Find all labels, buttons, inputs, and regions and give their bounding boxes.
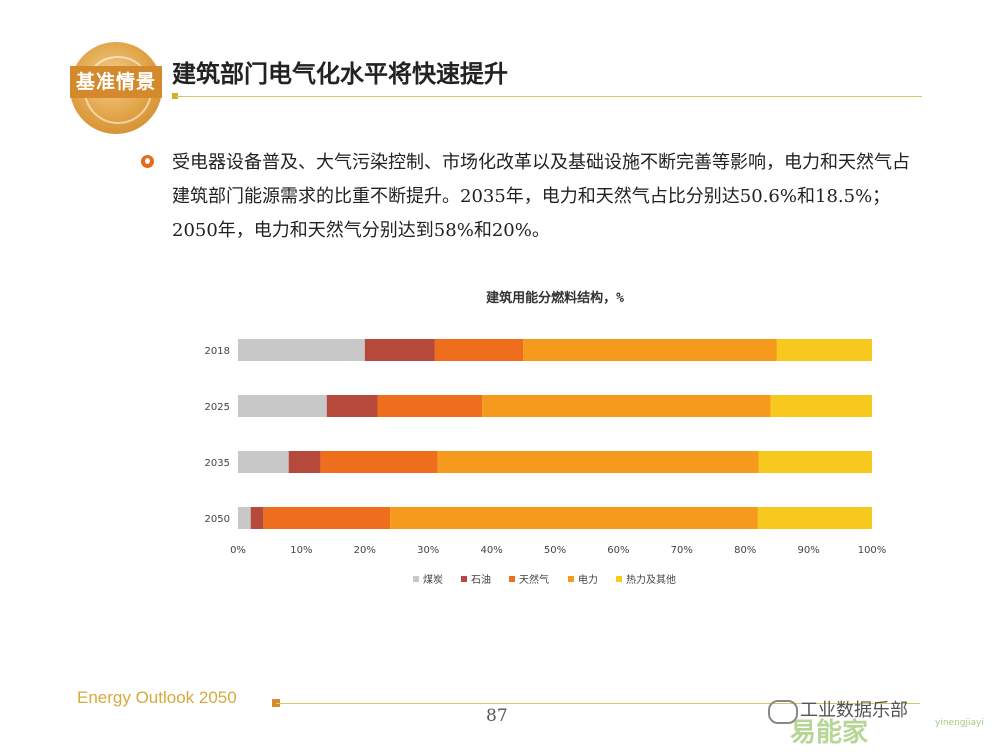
bar-segment	[263, 507, 391, 529]
page-title: 建筑部门电气化水平将快速提升	[172, 60, 508, 88]
x-tick-label: 20%	[354, 545, 376, 556]
bar-segment	[482, 395, 771, 417]
bar-segment	[320, 451, 438, 473]
legend-label: 煤炭	[423, 573, 443, 586]
bullet-icon	[141, 155, 154, 168]
bar-segment	[770, 395, 872, 417]
bar-segment	[238, 507, 251, 529]
bar-segment	[776, 339, 872, 361]
y-tick-label: 2035	[205, 458, 230, 469]
legend-swatch	[568, 576, 574, 582]
bar-segment	[238, 339, 365, 361]
bar-segment	[364, 339, 435, 361]
scenario-badge: 基准情景	[70, 66, 162, 98]
legend-label: 天然气	[519, 573, 549, 586]
bar-segment	[523, 339, 777, 361]
page-number: 87	[486, 706, 508, 726]
bar-segment	[758, 451, 872, 473]
y-tick-label: 2025	[205, 402, 230, 413]
x-tick-label: 70%	[671, 545, 693, 556]
title-accent-square	[172, 93, 178, 99]
bar-segment	[434, 339, 524, 361]
y-tick-label: 2018	[205, 346, 230, 357]
bar-segment	[377, 395, 483, 417]
legend-label: 电力	[578, 573, 598, 586]
legend-swatch	[509, 576, 515, 582]
legend-swatch	[461, 576, 467, 582]
bar-segment	[390, 507, 758, 529]
x-tick-label: 60%	[607, 545, 629, 556]
watermark-site: 易能家	[790, 718, 869, 748]
footer-rule	[276, 703, 920, 704]
bar-segment	[250, 507, 264, 529]
legend-swatch	[413, 576, 419, 582]
bar-segment	[238, 451, 289, 473]
x-tick-label: 0%	[230, 545, 246, 556]
watermark-brand: 工业数据乐部	[800, 700, 908, 721]
x-tick-label: 90%	[797, 545, 819, 556]
bar-segment	[238, 395, 327, 417]
bar-segment	[326, 395, 378, 417]
bar-segment	[757, 507, 872, 529]
bar-segment	[437, 451, 759, 473]
x-tick-label: 80%	[734, 545, 756, 556]
title-underline	[176, 96, 922, 97]
bar-segment	[288, 451, 321, 473]
legend-label: 热力及其他	[626, 573, 676, 586]
y-tick-label: 2050	[205, 514, 230, 525]
fuel-structure-chart: 建筑用能分燃料结构，% 2018 2025 2035 2050 0% 10% 20% 30% 40…	[205, 290, 887, 586]
x-tick-label: 40%	[480, 545, 502, 556]
legend-swatch	[616, 576, 622, 582]
wechat-icon	[768, 700, 798, 724]
chart-title: 建筑用能分燃料结构，%	[486, 290, 624, 306]
legend-label: 石油	[471, 573, 491, 586]
x-tick-label: 50%	[544, 545, 566, 556]
watermark-url: yinengjiayi	[935, 718, 984, 728]
report-name: Energy Outlook 2050	[77, 688, 237, 707]
x-tick-label: 100%	[858, 545, 887, 556]
x-tick-label: 30%	[417, 545, 439, 556]
bullet-text: 受电器设备普及、大气污染控制、市场化改革以及基础设施不断完善等影响，电力和天然气…	[172, 152, 910, 241]
x-tick-label: 10%	[290, 545, 312, 556]
